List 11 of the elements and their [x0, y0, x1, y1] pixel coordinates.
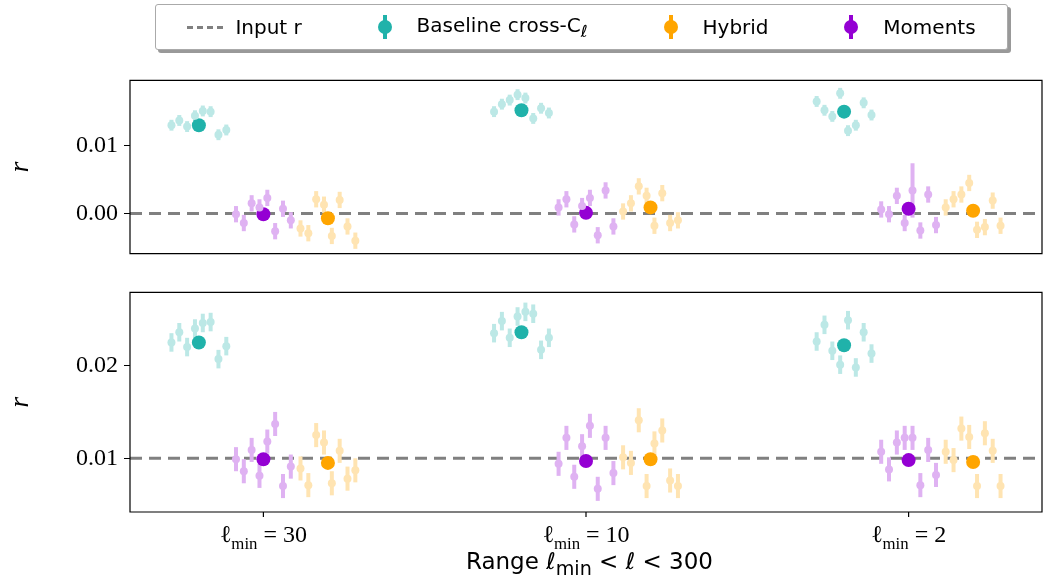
y-tick-label: 0.01: [76, 130, 118, 157]
legend-label: Input r: [235, 15, 302, 39]
y-axis-title: r: [3, 396, 35, 408]
y-axis-title: r: [3, 161, 35, 173]
y-tick-label: 0.01: [76, 443, 118, 470]
x-axis-title: Range ℓ$_{min}$ < ℓ < 300: [465, 548, 714, 579]
legend-label: Baseline cross-C$_{ℓ}$: [416, 13, 588, 41]
legend-label: Hybrid: [702, 15, 769, 39]
y-tick-label: 0.02: [76, 350, 118, 377]
legend-label: Moments: [883, 15, 976, 39]
y-tick-label: 0.00: [76, 198, 118, 225]
